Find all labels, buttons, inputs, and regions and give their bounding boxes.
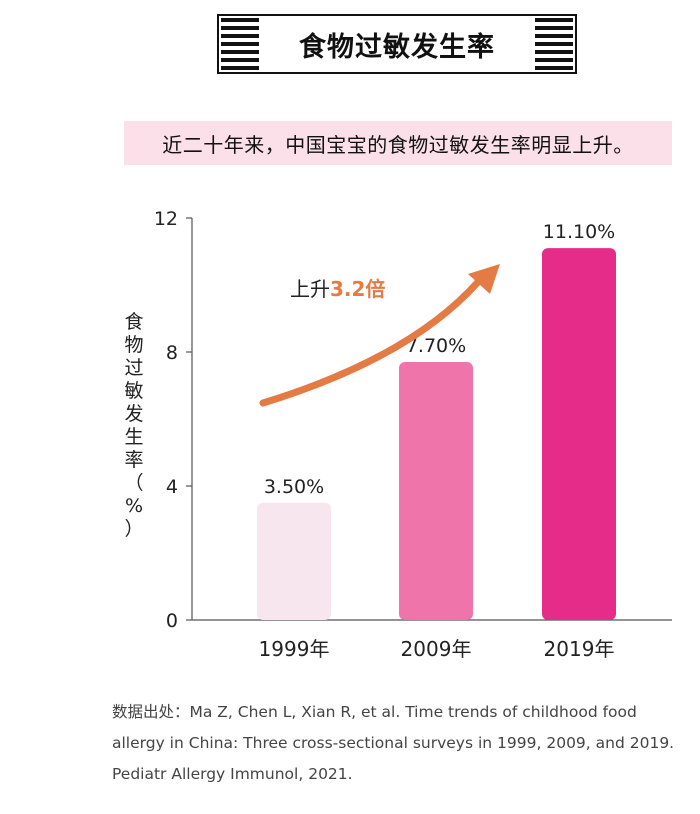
chart-labels: 3.50% 1999年 7.70% 2009年 11.10% 2019年 [259, 221, 616, 661]
bar [399, 362, 473, 620]
source-line: Pediatr Allergy Immunol, 2021. [112, 765, 353, 783]
y-tick-label: 12 [154, 208, 178, 230]
trend-arrow-shaft [259, 278, 482, 407]
data-label: 11.10% [543, 221, 615, 243]
page-title: 食物过敏发生率 [299, 31, 495, 63]
stripe-decoration-left [221, 18, 259, 70]
chart-bars [257, 248, 616, 620]
source-line: allergy in China: Three cross-sectional … [112, 734, 675, 752]
trend-annotation: 上升3.2倍 [290, 277, 385, 301]
bar-chart: 0 4 8 12 3.50% 1999年 7.70% 2009年 11.10% 2019年 食物… [124, 208, 672, 661]
x-tick-label: 2019年 [544, 637, 615, 661]
x-tick-label: 1999年 [259, 637, 330, 661]
subtitle-banner: 近二十年来，中国宝宝的食物过敏发生率明显上升。 [124, 121, 672, 165]
source-note: 数据出处：Ma Z, Chen L, Xian R, et al. Time t… [112, 697, 692, 790]
x-tick-label: 2009年 [401, 637, 472, 661]
data-label: 7.70% [406, 335, 466, 357]
bar [257, 502, 331, 620]
y-tick-label: 4 [166, 476, 178, 498]
y-axis-label: 食物过敏发生率（%） [124, 311, 143, 540]
trend-arrow: 上升3.2倍 [259, 264, 500, 407]
y-axis-title: 食物过敏发生率（%） [124, 311, 143, 540]
data-label: 3.50% [264, 476, 324, 498]
trend-arrow-head [468, 264, 500, 294]
trend-annotation-highlight: 3.2倍 [330, 277, 385, 301]
stripe-decoration-right [535, 18, 573, 70]
title-banner: 食物过敏发生率 [217, 14, 577, 74]
trend-annotation-prefix: 上升 [290, 277, 330, 301]
y-tick-label: 8 [166, 342, 178, 364]
bar [542, 248, 616, 620]
source-line: 数据出处：Ma Z, Chen L, Xian R, et al. Time t… [112, 703, 637, 721]
y-tick-label: 0 [166, 610, 178, 632]
